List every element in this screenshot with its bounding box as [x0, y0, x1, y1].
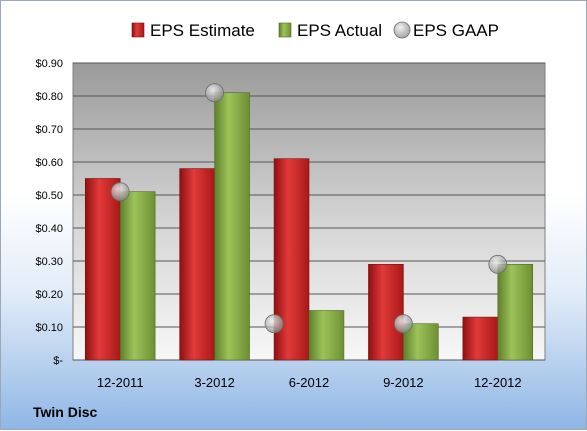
x-tick-label: 6-2012 [289, 375, 329, 390]
y-tick-label: $0.30 [35, 256, 63, 268]
bar-eps-actual [119, 191, 156, 361]
bar-eps-actual [214, 92, 250, 361]
gaap-marker [205, 83, 225, 103]
company-name: Twin Disc [33, 404, 98, 420]
bar-eps-estimate [84, 178, 121, 361]
x-tick-label: 12-2012 [474, 375, 522, 390]
x-tick-label: 12-2011 [97, 375, 144, 390]
legend-swatch-eps-actual [278, 22, 292, 38]
y-tick-label: $0.80 [35, 91, 63, 103]
gaap-marker [393, 314, 413, 334]
y-axis-ticks: $- $0.10 $0.20 $0.30 $0.40 $0.50 $0.60 $0.70 $0.… [35, 58, 63, 367]
x-axis-labels: 12-2011 3-2012 6-2012 9-2012 12-2012 [97, 375, 522, 390]
gaap-markers [110, 83, 508, 334]
gaap-marker [110, 182, 130, 202]
x-tick-label: 9-2012 [383, 375, 423, 390]
gaap-marker [488, 254, 508, 274]
legend-swatch-eps-estimate [131, 22, 145, 38]
y-tick-label: $0.20 [35, 289, 63, 301]
legend: EPS Estimate EPS Actual EPS GAAP [131, 21, 499, 40]
bar-eps-actual [308, 310, 345, 361]
legend-label: EPS Estimate [150, 21, 255, 40]
bars [84, 92, 534, 361]
gaap-marker [264, 314, 284, 334]
y-tick-label: $- [53, 355, 63, 367]
bar-eps-estimate [462, 316, 499, 361]
x-tick-label: 3-2012 [194, 375, 234, 390]
y-tick-label: $0.60 [35, 157, 63, 169]
legend-swatch-eps-gaap [393, 21, 411, 39]
y-tick-label: $0.50 [35, 190, 63, 202]
legend-label: EPS Actual [297, 21, 382, 40]
y-tick-label: $0.40 [35, 223, 63, 235]
y-tick-label: $0.70 [35, 124, 63, 136]
bar-eps-estimate [179, 168, 215, 361]
bar-eps-actual [497, 263, 534, 361]
y-tick-label: $0.90 [35, 58, 63, 70]
bar-eps-estimate [368, 263, 404, 361]
legend-label: EPS GAAP [413, 21, 499, 40]
y-tick-label: $0.10 [35, 322, 63, 334]
